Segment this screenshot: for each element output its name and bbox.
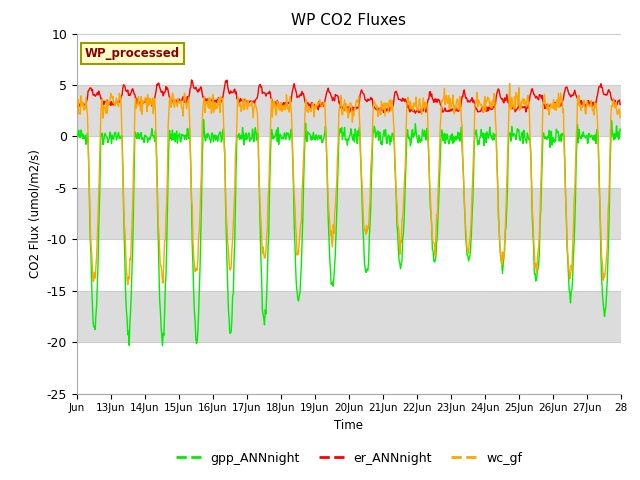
Bar xyxy=(77,34,621,85)
Title: WP CO2 Fluxes: WP CO2 Fluxes xyxy=(291,13,406,28)
Text: WP_processed: WP_processed xyxy=(85,47,180,60)
Bar xyxy=(77,85,621,136)
Bar xyxy=(77,188,621,240)
Legend: gpp_ANNnight, er_ANNnight, wc_gf: gpp_ANNnight, er_ANNnight, wc_gf xyxy=(171,447,527,469)
Bar xyxy=(77,240,621,291)
Bar xyxy=(77,342,621,394)
Bar xyxy=(77,136,621,188)
X-axis label: Time: Time xyxy=(334,419,364,432)
Bar xyxy=(77,291,621,342)
Y-axis label: CO2 Flux (umol/m2/s): CO2 Flux (umol/m2/s) xyxy=(28,149,41,278)
